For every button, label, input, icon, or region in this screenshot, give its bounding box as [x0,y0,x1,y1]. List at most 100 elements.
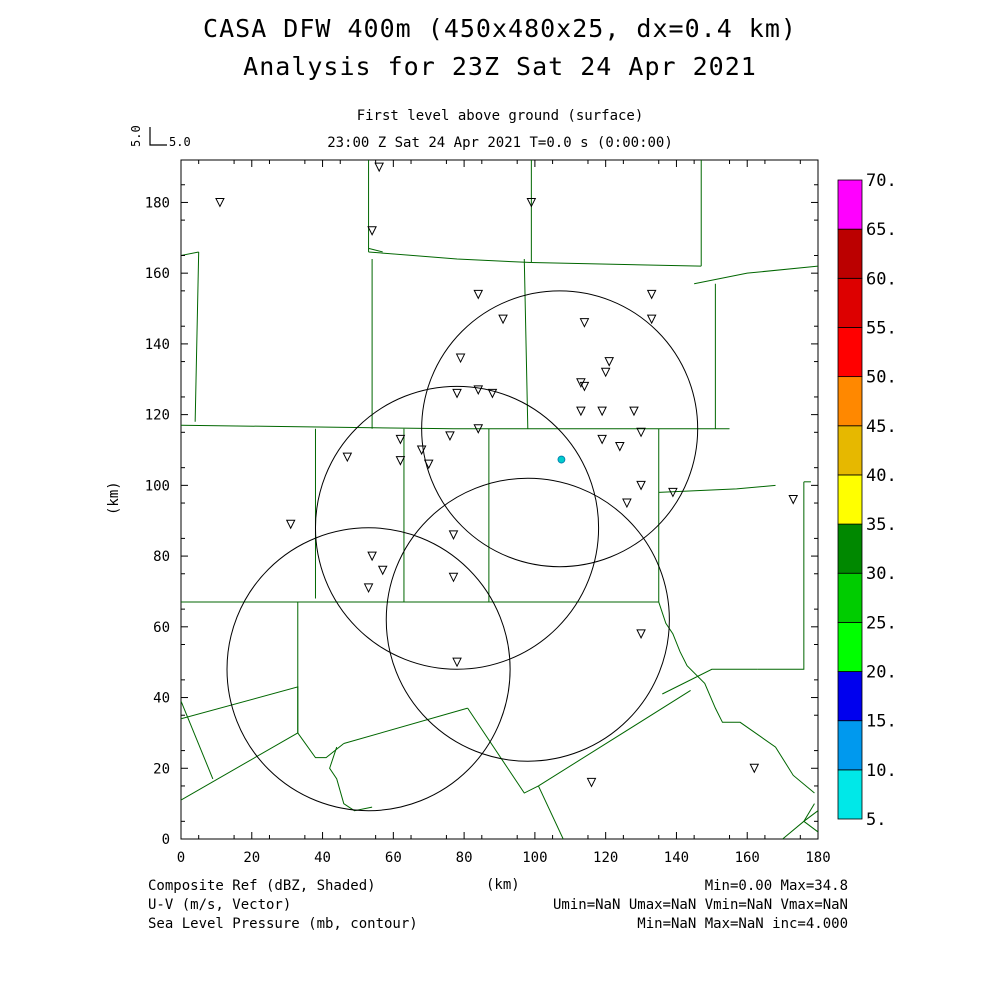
colorbar-label: 45. [866,417,897,437]
x-tick-label: 40 [314,850,331,866]
x-tick-label: 100 [522,850,547,866]
plot-frame [180,159,819,840]
county-line [531,262,702,267]
colorbar-label: 40. [866,466,897,486]
station-marker [579,318,590,328]
y-tick-label: 60 [153,620,170,636]
county-line [523,259,529,429]
county-line [782,810,818,839]
x-tick-label: 120 [593,850,618,866]
station-marker [597,406,607,417]
county-line [538,690,691,787]
x-tick-label: 80 [456,850,473,866]
county-line [537,785,564,839]
colorbar-swatch [837,228,863,279]
colorbar-label: 35. [866,515,897,535]
sea-level-pressure-legend: Sea Level Pressure (mb, contour) [148,916,418,932]
y-tick-label: 140 [145,337,170,353]
colorbar-label: 30. [866,564,897,584]
colorbar-label: 10. [866,761,897,781]
county-line [803,803,818,833]
station-marker [487,388,498,399]
station-marker [576,406,586,417]
station-marker [636,427,646,438]
county-line [368,247,383,253]
radar-ring [385,477,670,762]
level-subtitle: First level above ground (surface) [356,108,644,124]
x-tick-label: 180 [805,850,830,866]
y-tick-label: 20 [153,761,170,777]
county-line [658,484,776,493]
station-marker [473,289,484,300]
colorbar-swatch [837,425,863,476]
station-marker [600,367,611,378]
county-line [467,707,539,794]
colorbar-swatch [837,769,863,820]
x-tick-label: 160 [735,850,760,866]
x-axis-ticks: 0 20 40 60 80 100 120 140 160 180 [177,160,831,866]
county-line [181,686,299,733]
station-marker [374,162,384,173]
station-markers [215,162,799,788]
colorbar-label: 20. [866,663,897,683]
station-marker [342,452,353,463]
station-marker [395,456,406,466]
x-tick-label: 20 [243,850,260,866]
x-axis-label: (km) [486,877,520,893]
colorbar-label: 5. [866,810,886,830]
colorbar-label: 50. [866,368,897,388]
station-marker [646,289,657,300]
echo-cell [557,455,566,464]
colorbar-swatch [837,179,863,230]
ref-min-max: Min=0.00 Max=34.8 [704,878,848,894]
station-marker [416,445,427,456]
station-marker [473,385,484,395]
station-marker [473,424,484,434]
y-tick-label: 40 [153,691,170,707]
county-line [181,700,214,780]
colorbar-label: 25. [866,613,897,633]
x-tick-label: 140 [664,850,689,866]
footer-right: Min=0.00 Max=34.8 Umin=NaN Umax=NaN Vmin… [553,877,848,934]
station-marker [615,441,625,452]
station-marker [367,226,377,236]
station-marker [215,197,225,208]
county-line [181,732,345,801]
colorbar-swatch [837,572,863,623]
plot-title-line-1: CASA DFW 400m (450x480x25, dx=0.4 km) [203,14,797,43]
vector-key-arrow [149,127,167,146]
station-marker [629,406,639,417]
county-line [181,251,199,256]
station-marker [668,487,678,498]
station-marker [604,357,615,367]
station-marker [445,431,455,441]
radar-ring [226,527,511,812]
colorbar-label: 55. [866,318,897,338]
station-marker [367,551,377,562]
county-line [343,707,468,744]
colorbar-swatch [837,523,863,574]
colorbar-swatch [837,720,863,771]
uv-min-max: Umin=NaN Umax=NaN Vmin=NaN Vmax=NaN [552,897,848,913]
county-line [662,668,758,695]
pressure-min-max: Min=NaN Max=NaN inc=4.000 [637,916,848,932]
station-marker [377,565,388,576]
radar-ring [314,385,600,670]
station-marker [452,388,462,399]
colorbar: 5. 10. 15. 20. 25. 30. 35. 40. 45. 50. 55. 60. 65. 70… [837,171,897,830]
radar-range-rings [226,290,699,812]
station-marker [526,197,537,208]
station-marker [498,314,508,325]
y-tick-label: 0 [162,832,170,848]
station-marker [597,434,607,445]
y-axis-ticks: 0 20 40 60 80 100 120 140 160 180 [145,184,818,848]
county-line [658,601,815,794]
vector-key-horizontal-label: 5.0 [169,135,191,149]
station-marker [285,519,296,530]
station-marker [646,314,657,325]
station-marker [448,572,459,583]
colorbar-swatch [837,671,863,722]
y-tick-label: 120 [145,408,170,424]
county-boundaries [181,160,818,839]
